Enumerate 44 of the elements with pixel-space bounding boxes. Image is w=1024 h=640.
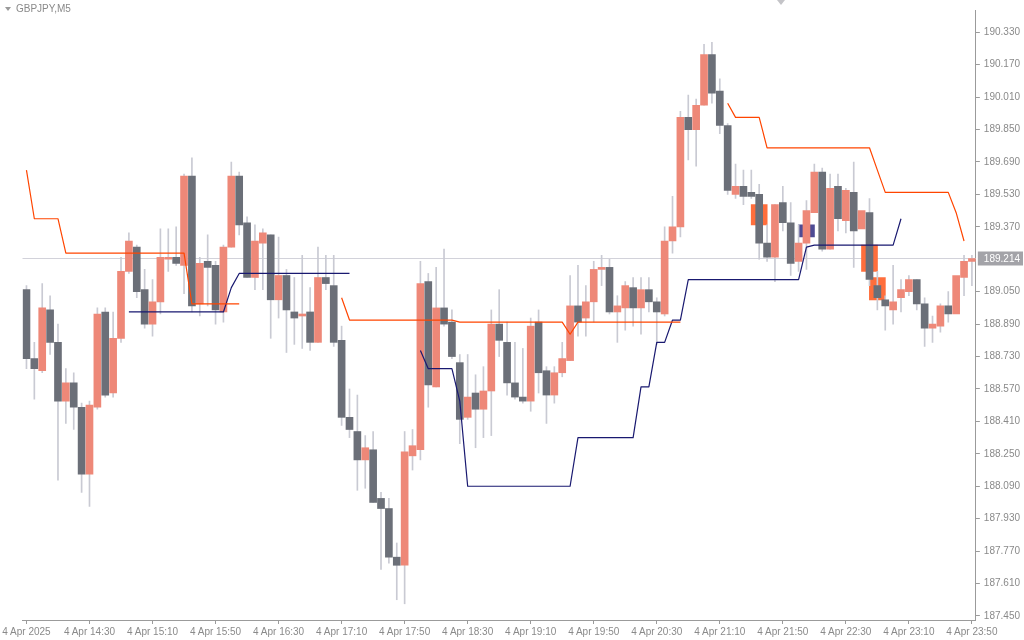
y-tick-label: 187.930 [983,512,1021,524]
y-tick-label: 188.410 [983,415,1021,427]
chart-title: GBPJPY,M5 [16,3,71,14]
candlestick [857,210,866,230]
y-tick-label: 188.730 [983,350,1021,362]
x-tick-label: 4 Apr 17:10 [316,625,368,637]
y-tick-label: 188.570 [983,382,1021,394]
candlestick [881,295,890,331]
candlestick [172,226,180,266]
y-tick-label: 190.330 [983,26,1021,38]
x-tick-label: 4 Apr 15:50 [189,625,242,637]
y-tick-label: 188.250 [983,447,1021,459]
x-tick-label: 4 Apr 23:10 [883,625,935,637]
y-tick-label: 189.850 [983,123,1021,135]
x-tick-label: 4 Apr 21:50 [757,625,809,637]
y-tick-label: 189.690 [983,155,1021,167]
x-tick-label: 4 Apr 16:30 [253,625,305,637]
y-tick-label: 188.890 [983,317,1021,329]
candlestick [361,435,370,489]
x-tick-label: 4 Apr 22:30 [820,625,872,637]
ref-line-label: 189.214 [983,252,1021,264]
y-tick-label: 190.010 [983,90,1021,102]
y-tick-label: 187.450 [983,609,1021,621]
y-tick-label: 187.610 [983,577,1021,589]
y-tick-label: 189.530 [983,188,1021,200]
x-tick-label: 4 Apr 21:10 [694,625,746,637]
candlestick [511,342,519,400]
x-tick-label: 4 Apr 14:30 [63,625,116,637]
candlestick [889,265,897,325]
x-tick-label: 4 Apr 19:10 [505,625,557,637]
x-tick-label: 4 Apr 17:50 [379,625,431,637]
x-tick-label: 4 Apr 18:30 [442,625,494,637]
x-tick-label: 4 Apr 15:10 [126,625,179,637]
y-tick-label: 189.370 [983,220,1021,232]
y-tick-label: 188.090 [983,480,1021,491]
x-tick-label: 4 Apr 20:30 [631,625,683,637]
x-tick-label: 4 Apr 19:50 [568,625,620,637]
y-tick-label: 189.050 [983,285,1021,297]
candlestick [574,265,582,337]
y-tick-label: 187.770 [983,544,1021,556]
x-tick-label: 4 Apr 2025 [2,625,52,637]
x-tick-label: 4 Apr 23:50 [946,625,998,637]
y-tick-label: 190.170 [983,58,1021,70]
candlestick [684,94,693,161]
